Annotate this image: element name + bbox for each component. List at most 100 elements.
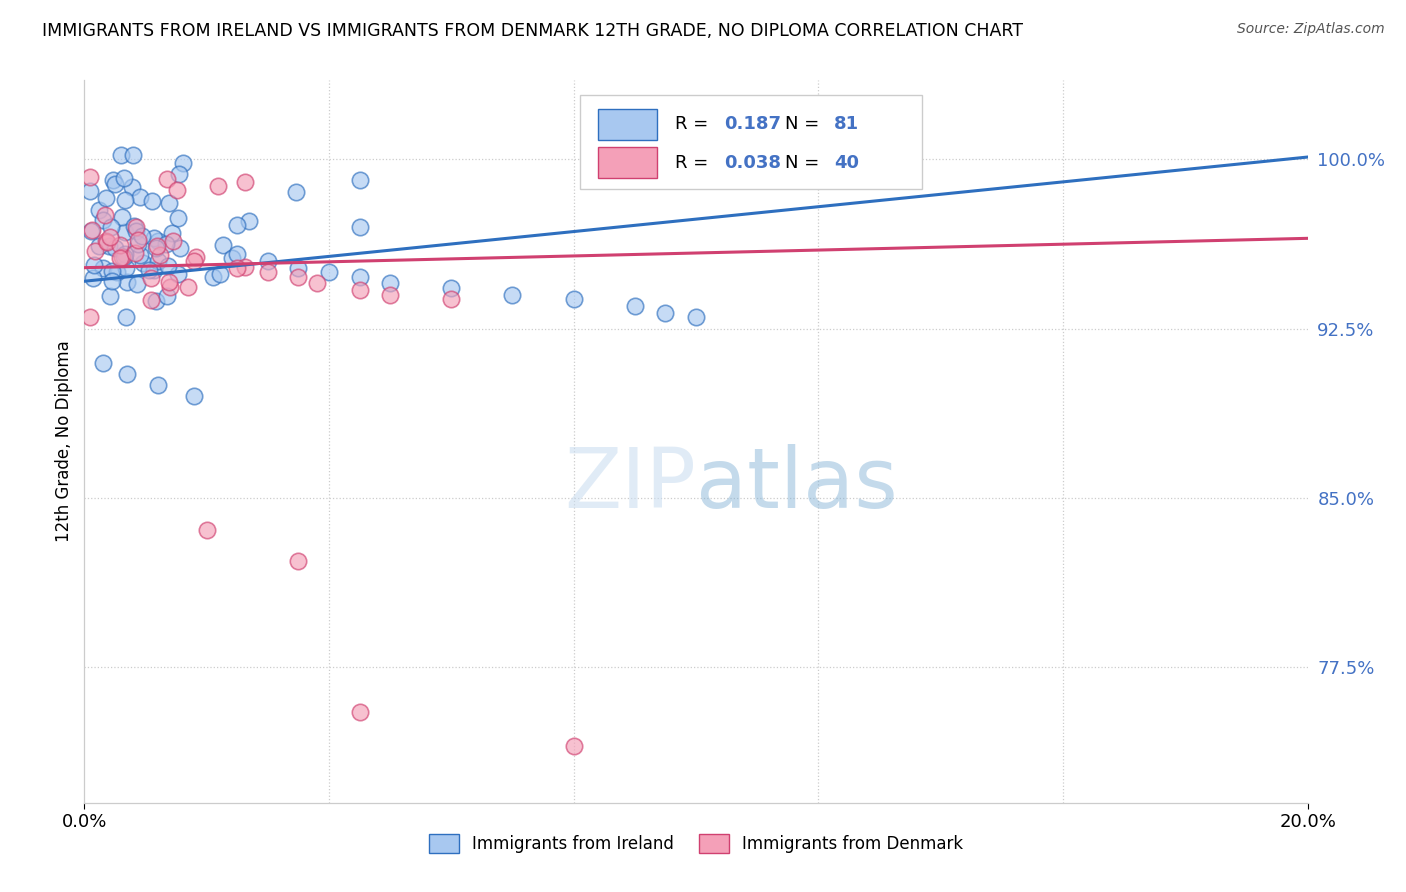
- Point: [98, 239, 121, 253]
- Text: Source: ZipAtlas.com: Source: ZipAtlas.com: [1237, 22, 1385, 37]
- Point: [149, 248, 172, 262]
- Point: [115, 367, 138, 381]
- Point: [685, 310, 707, 325]
- Point: [93, 212, 115, 227]
- Point: [96, 235, 118, 249]
- Point: [143, 231, 166, 245]
- Point: [305, 277, 328, 291]
- Text: 0.038: 0.038: [724, 153, 782, 171]
- Point: [129, 190, 152, 204]
- Point: [157, 259, 180, 273]
- Point: [87, 238, 110, 252]
- Point: [287, 269, 309, 284]
- Point: [131, 229, 153, 244]
- FancyBboxPatch shape: [598, 109, 657, 139]
- Point: [129, 248, 152, 262]
- Point: [183, 389, 205, 403]
- Point: [110, 210, 132, 224]
- Point: [101, 173, 124, 187]
- Point: [287, 260, 309, 275]
- Point: [104, 241, 127, 255]
- Point: [226, 247, 249, 261]
- Point: [80, 223, 103, 237]
- Point: [142, 263, 165, 277]
- Point: [186, 251, 208, 265]
- Text: ZIP: ZIP: [564, 444, 696, 525]
- Point: [208, 268, 231, 282]
- Point: [127, 236, 149, 251]
- Point: [440, 293, 463, 307]
- Point: [349, 269, 371, 284]
- Point: [94, 191, 117, 205]
- Point: [91, 260, 114, 275]
- Point: [108, 237, 131, 252]
- Point: [112, 170, 135, 185]
- Point: [183, 253, 205, 268]
- Point: [212, 237, 235, 252]
- Point: [201, 269, 224, 284]
- Point: [145, 294, 167, 309]
- Point: [160, 226, 183, 240]
- Point: [83, 259, 105, 273]
- Point: [287, 554, 309, 568]
- Point: [440, 281, 463, 295]
- Point: [124, 245, 146, 260]
- Point: [380, 277, 402, 291]
- Point: [100, 219, 122, 234]
- Point: [79, 184, 101, 198]
- Point: [159, 280, 181, 294]
- Point: [349, 219, 371, 234]
- Point: [155, 236, 177, 251]
- Point: [114, 225, 136, 239]
- Text: R =: R =: [675, 153, 714, 171]
- Point: [84, 244, 107, 258]
- Point: [233, 260, 256, 275]
- Point: [146, 254, 169, 268]
- Point: [166, 267, 188, 281]
- Point: [94, 208, 117, 222]
- Text: N =: N =: [786, 115, 825, 133]
- Point: [112, 250, 135, 264]
- Point: [233, 176, 256, 190]
- Text: 81: 81: [834, 115, 859, 133]
- Point: [101, 274, 124, 288]
- Point: [148, 234, 170, 248]
- Point: [141, 293, 163, 307]
- Point: [127, 233, 149, 247]
- Point: [146, 239, 169, 253]
- Text: N =: N =: [786, 153, 825, 171]
- Point: [98, 230, 121, 244]
- Point: [562, 293, 585, 307]
- Point: [145, 241, 167, 255]
- Point: [172, 156, 194, 170]
- Text: R =: R =: [675, 115, 714, 133]
- Point: [624, 299, 647, 313]
- Point: [654, 306, 676, 320]
- Point: [98, 289, 121, 303]
- Point: [146, 378, 169, 392]
- Point: [110, 148, 132, 162]
- Point: [132, 256, 155, 270]
- Point: [141, 194, 163, 208]
- Point: [89, 202, 111, 217]
- Point: [318, 265, 340, 279]
- Point: [156, 172, 179, 186]
- Point: [157, 196, 180, 211]
- Point: [115, 275, 138, 289]
- Point: [91, 355, 114, 369]
- Point: [380, 287, 402, 301]
- Point: [226, 218, 249, 232]
- Point: [82, 271, 104, 285]
- Point: [238, 213, 260, 227]
- Point: [166, 183, 188, 197]
- FancyBboxPatch shape: [598, 147, 657, 178]
- Point: [167, 167, 190, 181]
- Point: [114, 193, 136, 207]
- Point: [114, 260, 136, 275]
- Point: [226, 260, 249, 275]
- Point: [157, 275, 180, 289]
- Text: 0.187: 0.187: [724, 115, 782, 133]
- Point: [79, 310, 101, 325]
- Point: [111, 250, 134, 264]
- Point: [80, 224, 103, 238]
